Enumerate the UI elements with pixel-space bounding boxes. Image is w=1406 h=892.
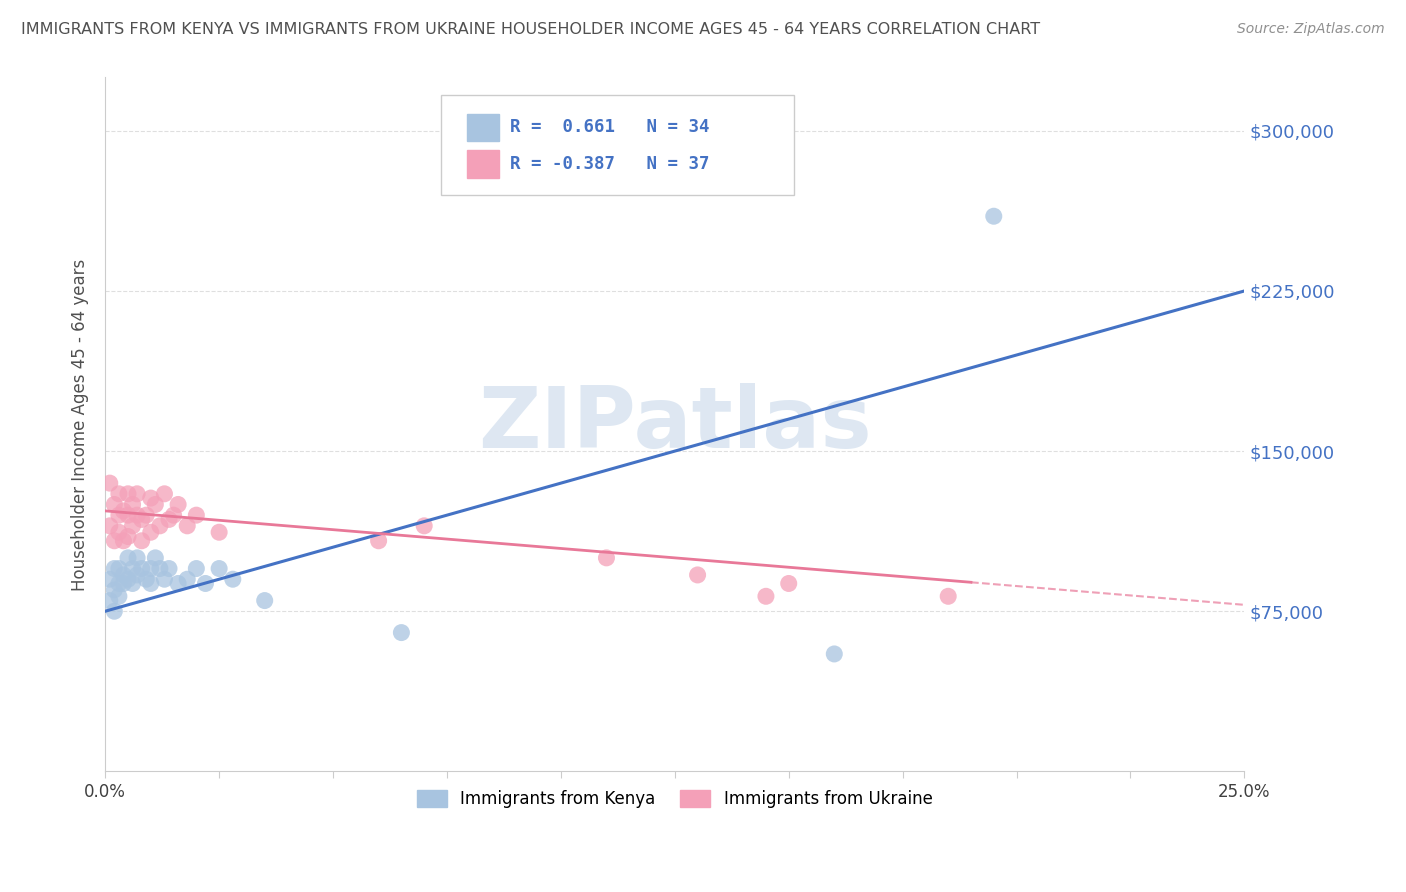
Point — [108, 525, 131, 540]
Point — [139, 525, 162, 540]
Text: IMMIGRANTS FROM KENYA VS IMMIGRANTS FROM UKRAINE HOUSEHOLDER INCOME AGES 45 - 64: IMMIGRANTS FROM KENYA VS IMMIGRANTS FROM… — [21, 22, 1040, 37]
Point — [157, 561, 180, 575]
Legend: Immigrants from Kenya, Immigrants from Ukraine: Immigrants from Kenya, Immigrants from U… — [411, 783, 939, 815]
Point — [389, 625, 412, 640]
Point — [176, 518, 198, 533]
Point — [186, 508, 208, 523]
Point — [121, 576, 143, 591]
Point — [143, 498, 166, 512]
Point — [823, 647, 845, 661]
Point — [127, 487, 149, 501]
Text: ZIPatlas: ZIPatlas — [478, 383, 872, 466]
Point — [131, 533, 153, 548]
Point — [108, 508, 131, 523]
Point — [98, 518, 121, 533]
Point — [121, 498, 143, 512]
Point — [755, 589, 778, 603]
Point — [112, 533, 135, 548]
Point — [253, 593, 276, 607]
Point — [983, 209, 1005, 223]
Text: R =  0.661   N = 34: R = 0.661 N = 34 — [509, 119, 709, 136]
Point — [98, 593, 121, 607]
Point — [367, 533, 389, 548]
Point — [108, 561, 131, 575]
Point — [103, 604, 125, 618]
Point — [186, 561, 208, 575]
Point — [117, 572, 139, 586]
Point — [778, 576, 800, 591]
Point — [167, 576, 190, 591]
Point — [117, 487, 139, 501]
Point — [131, 561, 153, 575]
Point — [157, 512, 180, 526]
Point — [208, 561, 231, 575]
Point — [108, 576, 131, 591]
Point — [103, 582, 125, 597]
Point — [103, 561, 125, 575]
Point — [153, 572, 176, 586]
Point — [112, 568, 135, 582]
Point — [131, 512, 153, 526]
Point — [127, 508, 149, 523]
Point — [139, 561, 162, 575]
Bar — [467, 113, 499, 141]
Point — [135, 572, 157, 586]
Point — [127, 550, 149, 565]
FancyBboxPatch shape — [441, 95, 794, 195]
Point — [413, 518, 436, 533]
Point — [121, 561, 143, 575]
Point — [208, 525, 231, 540]
Point — [112, 576, 135, 591]
Point — [139, 491, 162, 505]
Point — [143, 550, 166, 565]
Point — [162, 508, 184, 523]
Point — [686, 568, 709, 582]
Point — [149, 518, 172, 533]
Point — [595, 550, 617, 565]
Text: Source: ZipAtlas.com: Source: ZipAtlas.com — [1237, 22, 1385, 37]
Point — [153, 487, 176, 501]
Point — [98, 572, 121, 586]
Y-axis label: Householder Income Ages 45 - 64 years: Householder Income Ages 45 - 64 years — [72, 259, 89, 591]
Point — [194, 576, 217, 591]
Point — [103, 533, 125, 548]
Point — [139, 576, 162, 591]
Point — [222, 572, 245, 586]
Point — [108, 487, 131, 501]
Point — [121, 518, 143, 533]
Point — [127, 568, 149, 582]
Bar — [467, 151, 499, 178]
Point — [936, 589, 959, 603]
Point — [117, 550, 139, 565]
Point — [176, 572, 198, 586]
Point — [98, 476, 121, 491]
Point — [167, 498, 190, 512]
Point — [112, 504, 135, 518]
Point — [103, 498, 125, 512]
Point — [149, 561, 172, 575]
Text: R = -0.387   N = 37: R = -0.387 N = 37 — [509, 155, 709, 173]
Point — [117, 529, 139, 543]
Point — [108, 589, 131, 603]
Point — [135, 508, 157, 523]
Point — [117, 508, 139, 523]
